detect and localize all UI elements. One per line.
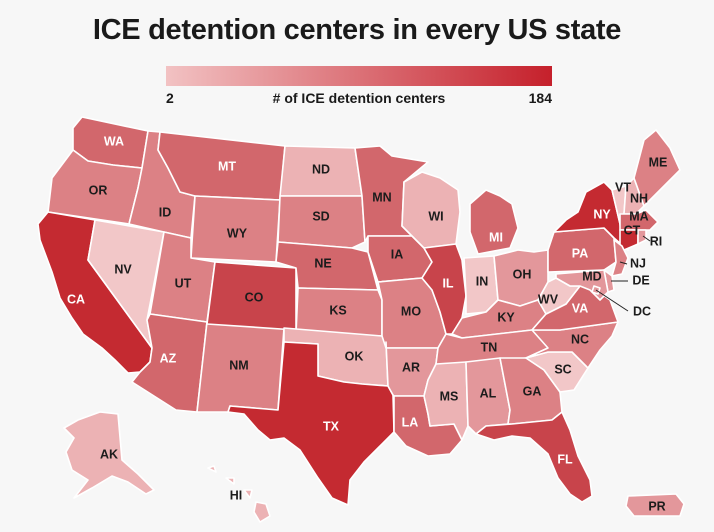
state-nj[interactable] [611, 239, 629, 277]
leader-line-dc [595, 289, 629, 312]
state-label-mo: MO [401, 304, 421, 318]
state-label-la: LA [402, 415, 419, 429]
state-label-ne: NE [314, 256, 331, 270]
state-label-az: AZ [160, 351, 177, 365]
state-fl[interactable] [475, 411, 593, 503]
state-wi[interactable] [401, 171, 461, 249]
state-label-ma: MA [629, 209, 648, 223]
legend-min-label: 2 [166, 90, 174, 106]
state-label-wy: WY [227, 226, 248, 240]
state-nh[interactable] [623, 177, 645, 215]
state-label-il: IL [442, 276, 453, 290]
state-label-ca: CA [67, 292, 85, 306]
state-label-fl: FL [557, 452, 573, 466]
legend-max-label: 184 [528, 90, 552, 106]
state-label-oh: OH [513, 267, 532, 281]
page-title: ICE detention centers in every US state [92, 14, 622, 46]
state-pr[interactable] [625, 493, 685, 517]
state-me[interactable] [633, 129, 681, 207]
state-label-ga: GA [523, 384, 542, 398]
state-label-ct: CT [624, 223, 641, 237]
state-label-nc: NC [571, 332, 589, 346]
state-label-wv: WV [538, 292, 559, 306]
state-mi[interactable] [469, 189, 519, 255]
state-label-nj: NJ [630, 256, 646, 270]
leader-line-nj [619, 261, 628, 265]
state-label-sd: SD [312, 209, 329, 223]
state-label-md: MD [582, 269, 601, 283]
state-label-tx: TX [323, 419, 340, 433]
state-label-or: OR [89, 183, 108, 197]
state-label-wa: WA [104, 134, 124, 148]
state-sd[interactable] [277, 195, 366, 249]
state-label-pa: PA [572, 246, 588, 260]
state-label-va: VA [572, 301, 588, 315]
state-label-me: ME [649, 155, 668, 169]
state-label-ny: NY [593, 207, 611, 221]
state-label-in: IN [476, 274, 489, 288]
state-label-id: ID [159, 205, 172, 219]
state-label-nm: NM [229, 358, 248, 372]
state-hi[interactable] [207, 465, 271, 523]
state-label-mn: MN [372, 190, 391, 204]
state-label-ri: RI [650, 234, 663, 248]
state-label-ut: UT [175, 276, 192, 290]
state-label-ok: OK [345, 349, 364, 363]
state-label-co: CO [245, 290, 264, 304]
state-label-mt: MT [218, 159, 236, 173]
state-label-de: DE [632, 273, 649, 287]
state-label-vt: VT [615, 180, 631, 194]
state-ak[interactable] [63, 411, 155, 499]
legend-gradient-bar [166, 66, 552, 86]
state-ri[interactable] [637, 229, 647, 245]
leader-line-ri [642, 235, 651, 242]
state-label-al: AL [480, 386, 497, 400]
state-label-ks: KS [329, 303, 346, 317]
state-label-ia: IA [391, 247, 404, 261]
state-label-sc: SC [554, 362, 571, 376]
state-label-mi: MI [489, 230, 503, 244]
state-label-ky: KY [497, 310, 515, 324]
state-label-nd: ND [312, 162, 330, 176]
state-label-tn: TN [481, 340, 498, 354]
state-tx[interactable] [227, 341, 395, 506]
state-label-wi: WI [428, 209, 443, 223]
state-label-ar: AR [402, 360, 420, 374]
state-label-hi: HI [230, 488, 243, 502]
state-label-ms: MS [440, 389, 459, 403]
state-label-pr: PR [648, 499, 665, 513]
legend-title: # of ICE detention centers [272, 90, 446, 106]
state-label-dc: DC [633, 304, 651, 318]
state-label-nh: NH [630, 191, 648, 205]
state-label-ak: AK [100, 447, 118, 461]
state-label-nv: NV [114, 262, 132, 276]
